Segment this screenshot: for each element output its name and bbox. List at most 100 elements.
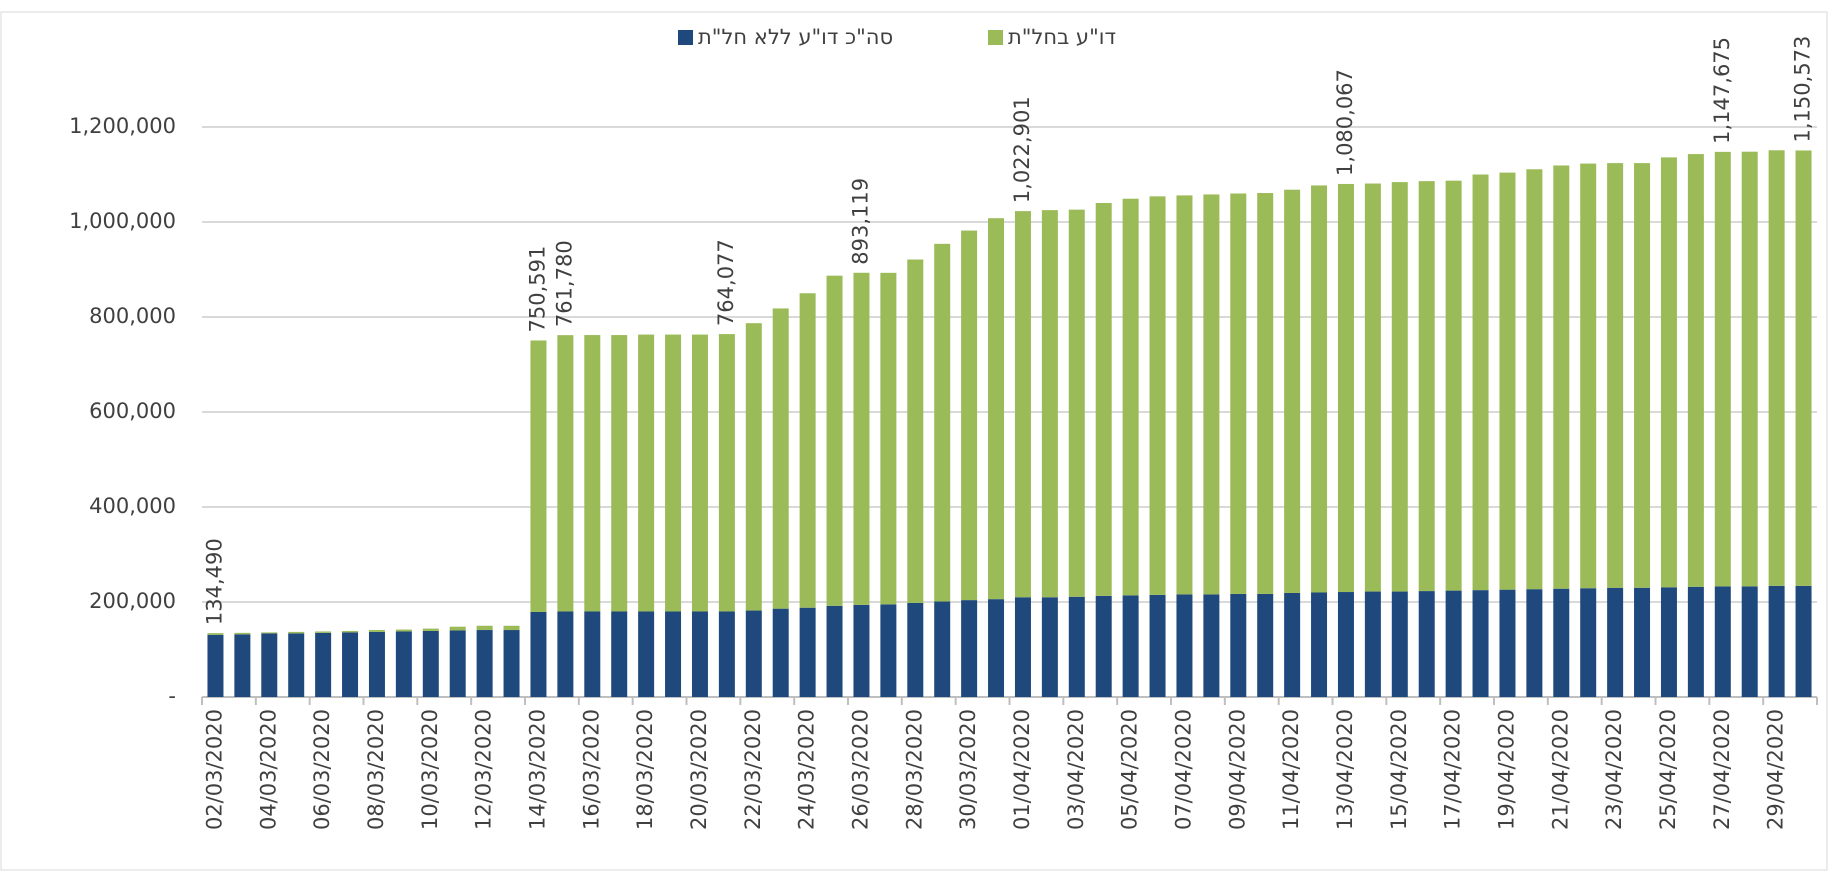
bar-segment [907,259,924,603]
legend-swatch [678,30,693,45]
bar-segment [315,631,332,633]
value-label: 134,490 [202,538,226,625]
x-tick-label: 20/03/2020 [687,709,711,830]
bar-segment [288,633,305,697]
bar-segment [1607,163,1624,588]
x-tick-label: 14/03/2020 [525,709,549,830]
x-tick-label: 23/04/2020 [1602,709,1626,830]
bar-segment [503,630,520,697]
legend-label: סה"כ דו"ע ללא חל"ת [698,25,893,49]
x-tick-label: 25/04/2020 [1656,709,1680,830]
bar-segment [1714,586,1731,697]
y-tick-label: - [168,684,176,708]
bar-segment [1149,594,1166,697]
bar-segment [1041,210,1058,598]
bar-segment [1230,593,1247,697]
value-label: 893,119 [848,178,872,265]
bar-segment [1472,590,1489,697]
bar-segment [1580,588,1597,697]
x-tick-label: 03/04/2020 [1064,709,1088,830]
y-tick-label: 400,000 [89,494,176,518]
bar-segment [1768,585,1785,697]
bar-segment [1741,586,1758,697]
bar-segment [368,630,385,632]
y-tick-label: 200,000 [89,589,176,613]
bar-segment [1741,151,1758,587]
bar-segment [395,629,412,632]
bar-segment [1257,193,1274,594]
x-tick-label: 11/04/2020 [1279,709,1303,830]
x-tick-label: 19/04/2020 [1494,709,1518,830]
bar-segment [1014,597,1031,697]
bar-segment [745,323,762,611]
bar-segment [934,243,951,602]
x-tick-label: 01/04/2020 [1010,709,1034,830]
legend-label: דו"ע בחל"ת [1008,25,1116,49]
x-tick-label: 15/04/2020 [1387,709,1411,830]
bar-segment [1337,183,1354,593]
bar-segment [1176,195,1193,595]
x-tick-label: 06/03/2020 [310,709,334,830]
bar-segment [530,611,547,697]
x-tick-label: 29/04/2020 [1764,709,1788,830]
bar-segment [368,631,385,697]
x-tick-label: 27/04/2020 [1710,709,1734,830]
bar-segment [234,632,251,635]
bar-segment [315,632,332,697]
bar-segment [638,334,655,612]
x-tick-label: 08/03/2020 [364,709,388,830]
bar-segment [665,611,682,697]
bar-segment [611,335,628,612]
bar-segment [1095,203,1112,596]
bar-segment [422,630,439,697]
bar-segment [799,607,816,697]
bar-segment [1284,592,1301,697]
bar-segment [1364,183,1381,592]
bar-segment [826,605,843,697]
bar-segment [611,611,628,697]
bar-segment [1634,587,1651,697]
bar-segment [1499,172,1516,590]
bar-segment [1122,198,1139,596]
x-tick-label: 21/04/2020 [1548,709,1572,830]
bar-segment [1311,185,1328,593]
bar-segment [1391,591,1408,697]
bar-segment [1418,591,1435,697]
bar-segment [772,308,789,609]
x-tick-label: 24/03/2020 [795,709,819,830]
frame [0,11,1828,871]
bar-segment [1122,595,1139,697]
bar-segment [584,335,601,612]
x-tick-label: 13/04/2020 [1333,709,1357,830]
bar-segment [1795,585,1812,697]
bar-segment [449,630,466,697]
bar-segment [718,334,735,612]
bar-segment [1337,592,1354,697]
bar-segment [1768,150,1785,586]
bar-segment [1230,193,1247,594]
bar-segment [1418,181,1435,592]
bar-segment [1553,588,1570,697]
x-tick-label: 30/03/2020 [956,709,980,830]
x-tick-label: 16/03/2020 [579,709,603,830]
bar-segment [691,334,708,612]
bar-segment [1660,587,1677,697]
bar-segment [1391,182,1408,592]
x-tick-label: 07/04/2020 [1171,709,1195,830]
bar-segment [988,218,1005,600]
bar-segment [1687,154,1704,587]
x-tick-label: 09/04/2020 [1225,709,1249,830]
bar-segment [1284,189,1301,593]
bar-segment [638,611,655,697]
bar-segment [261,633,278,697]
bar-segment [1203,194,1220,595]
bar-segment [207,633,224,635]
value-label: 750,591 [525,246,549,333]
bar-segment [1526,589,1543,697]
y-tick-label: 1,000,000 [69,209,176,233]
bar-segment [342,630,359,633]
bar-segment [853,604,870,697]
bar-segment [1176,594,1193,697]
bar-segment [961,600,978,697]
